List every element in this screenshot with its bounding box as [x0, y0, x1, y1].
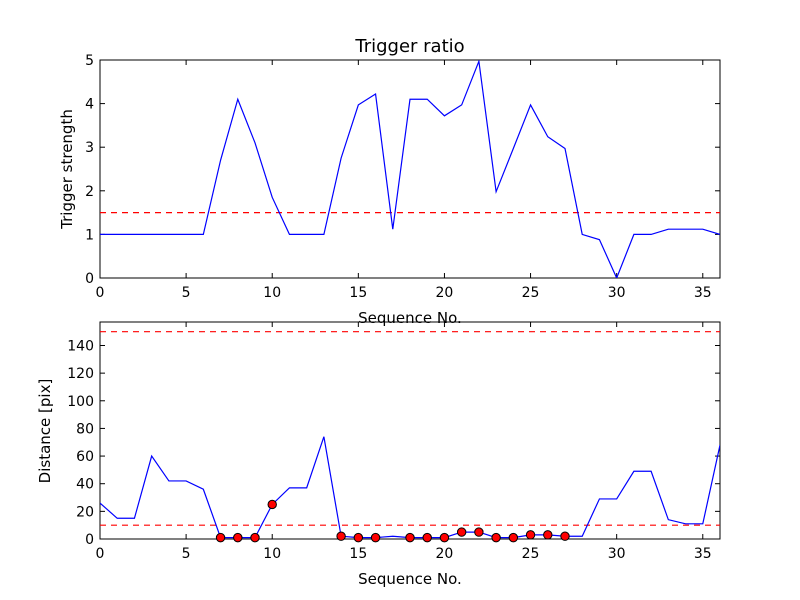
bottom-chart-xtick-label: 20	[436, 546, 454, 562]
bottom-chart-data-marker	[267, 499, 277, 510]
top-chart-xtick-label: 20	[436, 285, 454, 301]
bottom-chart-data-marker	[422, 532, 432, 543]
bottom-chart-xtick-label: 10	[263, 546, 281, 562]
bottom-chart-data-marker	[336, 531, 346, 541]
top-chart-title: Trigger ratio	[354, 36, 464, 57]
top-chart-axes-frame	[99, 59, 721, 279]
bottom-chart-data-marker	[439, 532, 450, 543]
bottom-chart-data-marker	[405, 532, 415, 543]
bottom-chart-data-marker	[560, 531, 570, 541]
bottom-chart-data-marker	[250, 532, 260, 543]
bottom-chart-xtick-label: 15	[349, 546, 367, 562]
top-chart-panel: 0 5 10 15 20 25 30 35 0 1 2 3 4 5	[85, 53, 721, 301]
top-chart-ytick-label: 5	[85, 53, 94, 69]
bottom-chart-xtick-label: 25	[522, 546, 540, 562]
top-chart-ytick-label: 2	[85, 184, 94, 200]
bottom-chart-xtick-label: 30	[608, 546, 626, 562]
bottom-chart-data-marker	[508, 532, 519, 543]
bottom-chart-xlabel: Sequence No.	[358, 570, 462, 588]
bottom-chart-data-marker	[215, 532, 226, 543]
bottom-chart-data-marker	[456, 527, 467, 537]
bottom-chart-xtick-label: 35	[694, 546, 712, 562]
bottom-chart-data-marker	[491, 532, 501, 543]
bottom-chart-data-marker	[353, 532, 364, 543]
bottom-chart-ytick-label: 60	[76, 449, 94, 465]
bottom-chart-ytick-label: 80	[76, 421, 94, 437]
bottom-chart-panel: 0 5 10 15 20 25 30 35 0 20 40 60 80 100 120 140	[67, 321, 721, 562]
top-chart-ytick-label: 4	[85, 97, 94, 113]
bottom-chart-data-marker	[370, 532, 381, 543]
bottom-chart-ytick-label: 100	[67, 394, 94, 410]
top-chart-ylabel: Trigger strength	[58, 109, 76, 230]
top-chart-xtick-label: 30	[608, 285, 626, 301]
top-chart-ytick-label: 1	[85, 227, 94, 243]
bottom-chart-axes-frame	[99, 321, 721, 540]
top-chart-xtick-label: 5	[182, 285, 191, 301]
top-chart-xtick-label: 35	[694, 285, 712, 301]
bottom-chart-ylabel: Distance [pix]	[36, 379, 54, 484]
bottom-chart-series-line	[100, 436, 720, 539]
top-chart-xlabel: Sequence No.	[358, 309, 462, 327]
bottom-chart-xtick-label: 0	[96, 546, 105, 562]
top-chart-xtick-label: 0	[96, 285, 105, 301]
bottom-chart-xtick-label: 5	[182, 546, 191, 562]
top-chart-xtick-label: 15	[349, 285, 367, 301]
top-chart-ytick-label: 0	[85, 271, 94, 287]
bottom-chart-data-marker	[525, 530, 536, 540]
bottom-chart-ytick-label: 120	[67, 366, 94, 382]
top-chart-series-line	[100, 60, 720, 278]
bottom-chart-ytick-label: 140	[67, 338, 94, 354]
bottom-chart-ytick-label: 0	[85, 532, 94, 548]
bottom-chart-ytick-label: 40	[76, 477, 94, 493]
top-chart-ytick-label: 3	[85, 140, 94, 156]
bottom-chart-data-marker	[543, 530, 553, 540]
top-chart-xtick-label: 25	[522, 285, 540, 301]
bottom-chart-data-marker	[474, 527, 484, 537]
bottom-chart-ytick-label: 20	[76, 504, 94, 520]
bottom-chart-data-marker	[233, 532, 243, 543]
top-chart-xtick-label: 10	[263, 285, 281, 301]
